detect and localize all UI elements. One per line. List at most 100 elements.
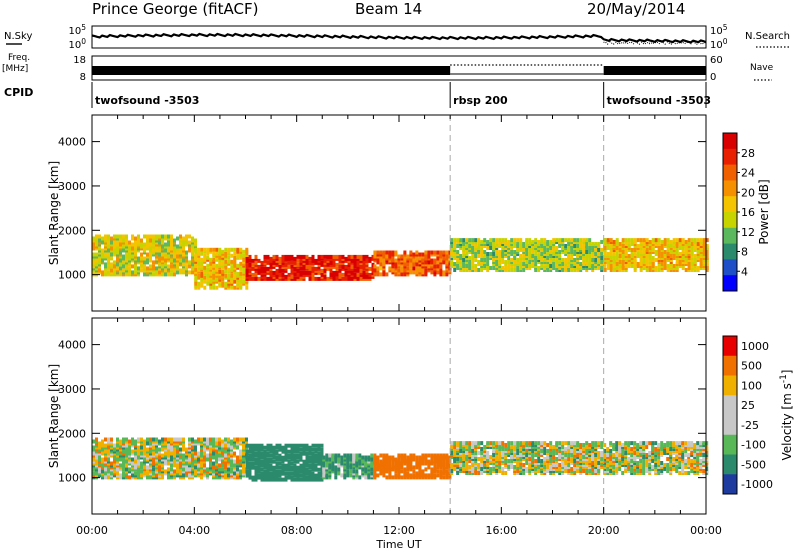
data-cell-velocity (188, 457, 191, 462)
data-cell-velocity (125, 453, 128, 458)
data-cell-velocity (275, 455, 279, 460)
data-cell-power (167, 264, 170, 269)
data-cell-velocity (567, 441, 571, 446)
data-cell-power (128, 256, 131, 261)
data-cell-power (409, 250, 413, 255)
data-cell-velocity (468, 441, 472, 446)
data-cell-velocity (534, 459, 538, 463)
data-cell-power (486, 252, 490, 256)
data-cell-power (284, 262, 288, 267)
data-cell-power (573, 252, 577, 256)
data-cell-velocity (418, 455, 422, 460)
data-cell-velocity (570, 449, 574, 453)
data-cell-velocity (328, 463, 332, 468)
data-cell-power (242, 275, 246, 280)
data-cell-power (480, 258, 484, 262)
data-cell-power (230, 247, 234, 252)
data-cell-power (317, 270, 321, 275)
data-cell-power (534, 252, 538, 256)
data-cell-power (161, 234, 164, 239)
data-cell-power (612, 240, 616, 244)
data-cell-power (504, 242, 508, 246)
data-cell-power (450, 260, 454, 264)
data-cell-power (260, 260, 264, 265)
data-cell-velocity (236, 475, 239, 480)
data-cell-velocity (450, 451, 454, 455)
data-cell-power (681, 238, 685, 243)
data-cell-power (669, 240, 673, 244)
data-cell-velocity (167, 449, 170, 454)
data-cell-velocity (242, 437, 245, 442)
data-cell-power (528, 238, 532, 243)
data-cell-power (705, 256, 709, 260)
data-cell-power (684, 268, 688, 272)
data-cell-power (406, 262, 410, 267)
data-cell-velocity (212, 461, 215, 466)
data-cell-velocity (645, 453, 649, 457)
data-cell-power (131, 264, 134, 269)
data-cell-velocity (433, 465, 437, 470)
freq-axis-right-top: 60 (710, 55, 723, 66)
data-cell-power (266, 254, 270, 259)
data-cell-velocity (379, 459, 383, 464)
data-cell-power (92, 242, 95, 247)
data-cell-velocity (630, 447, 634, 451)
y-tick-label: 1000 (58, 269, 86, 282)
data-cell-velocity (442, 475, 446, 480)
data-cell-velocity (287, 453, 291, 458)
data-cell-velocity (558, 467, 562, 471)
data-cell-power (224, 281, 228, 286)
data-cell-velocity (263, 449, 267, 454)
data-cell-power (338, 254, 342, 259)
data-cell-velocity (627, 457, 631, 461)
data-cell-velocity (122, 471, 125, 476)
data-cell-velocity (468, 447, 472, 451)
data-cell-velocity (233, 437, 236, 442)
data-cell-velocity (564, 469, 568, 473)
data-cell-power (326, 266, 330, 271)
data-cell-power (371, 254, 375, 259)
data-cell-velocity (507, 445, 511, 449)
colorbar-swatch (723, 164, 737, 181)
data-cell-power (206, 263, 210, 268)
data-cell-power (621, 244, 625, 248)
data-cell-velocity (284, 443, 288, 448)
data-cell-power (143, 256, 146, 261)
data-cell-power (251, 266, 255, 271)
data-cell-power (564, 238, 568, 243)
data-cell-power (233, 285, 237, 290)
data-cell-power (576, 238, 580, 243)
data-cell-velocity (185, 447, 188, 452)
data-cell-power (146, 266, 149, 271)
data-cell-power (373, 264, 377, 269)
data-cell-velocity (191, 463, 194, 468)
cpid-label: CPID (4, 86, 34, 99)
data-cell-velocity (143, 465, 146, 470)
data-cell-velocity (519, 447, 523, 451)
data-cell-velocity (101, 439, 104, 444)
data-cell-power (353, 268, 357, 273)
data-cell-velocity (212, 437, 215, 442)
data-cell-power (134, 270, 137, 275)
y-tick-label: 4000 (58, 136, 86, 149)
data-cell-power (335, 270, 339, 275)
data-cell-velocity (439, 453, 443, 458)
data-cell-velocity (609, 461, 613, 465)
data-cell-power (456, 250, 460, 254)
data-cell-power (368, 256, 372, 261)
data-cell-velocity (317, 451, 321, 456)
data-cell-power (412, 266, 416, 271)
data-cell-power (486, 240, 490, 244)
data-cell-velocity (370, 471, 374, 476)
data-cell-velocity (609, 469, 613, 473)
data-cell-power (344, 270, 348, 275)
data-cell-power (242, 253, 246, 258)
data-cell-power (257, 258, 261, 263)
data-cell-velocity (597, 465, 601, 469)
data-cell-velocity (636, 443, 640, 447)
data-cell-power (281, 272, 285, 277)
data-cell-velocity (346, 469, 350, 474)
data-cell-power (173, 252, 176, 257)
data-cell-power (513, 238, 517, 243)
data-cell-velocity (236, 437, 239, 442)
